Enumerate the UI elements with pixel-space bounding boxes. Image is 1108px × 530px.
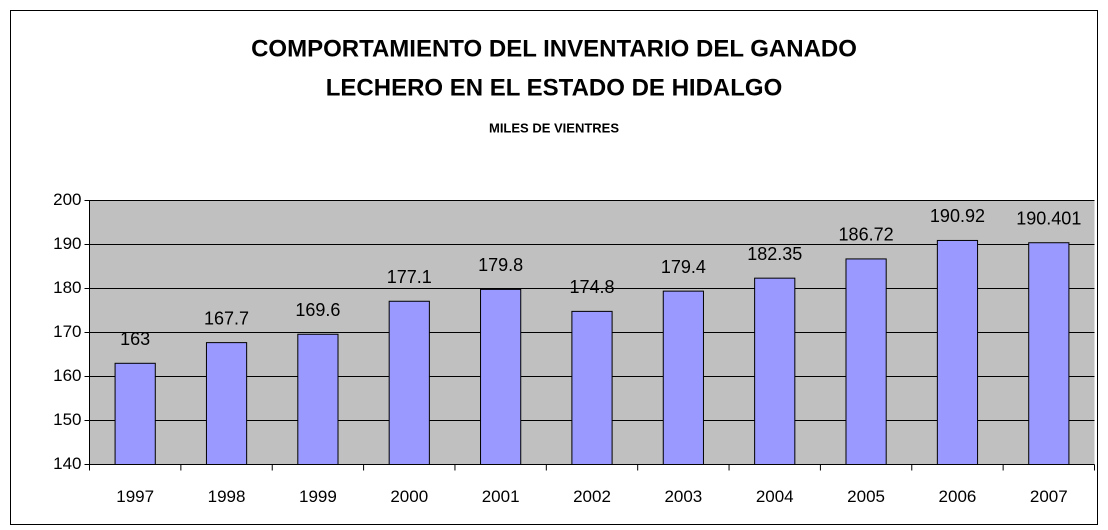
data-label: 163	[120, 329, 150, 349]
bar	[936, 239, 979, 465]
x-tick-label: 2003	[664, 487, 702, 506]
y-tick-label: 170	[53, 322, 81, 341]
data-label: 169.6	[295, 300, 340, 320]
bar	[845, 258, 887, 465]
bar	[571, 310, 613, 465]
x-tick-label: 2006	[939, 487, 977, 506]
y-tick-label: 150	[53, 410, 81, 429]
x-tick-label: 2004	[756, 487, 794, 506]
bar	[662, 290, 704, 466]
bar	[754, 277, 796, 465]
chart-subtitle: MILES DE VIENTRES	[489, 120, 619, 135]
y-tick-label: 200	[53, 190, 81, 209]
chart-title: LECHERO EN EL ESTADO DE HIDALGO	[326, 74, 782, 101]
y-tick-label: 190	[53, 234, 81, 253]
data-label: 182.35	[747, 244, 802, 264]
bar	[114, 362, 156, 465]
bar	[480, 288, 522, 465]
data-label: 167.7	[204, 308, 249, 328]
y-tick-label: 140	[53, 454, 81, 473]
data-label: 186.72	[839, 225, 894, 245]
bar	[205, 342, 248, 465]
x-tick-label: 1999	[299, 487, 337, 506]
x-tick-label: 2000	[390, 487, 428, 506]
data-label: 177.1	[387, 267, 432, 287]
y-tick-label: 160	[53, 366, 81, 385]
data-label: 179.8	[478, 255, 523, 275]
chart-title: COMPORTAMIENTO DEL INVENTARIO DEL GANADO	[251, 35, 857, 62]
x-tick-label: 2005	[847, 487, 885, 506]
x-tick-label: 1997	[116, 487, 154, 506]
bar	[297, 333, 339, 466]
y-tick-label: 180	[53, 278, 81, 297]
bar	[1028, 242, 1070, 465]
bar	[388, 300, 430, 466]
x-tick-label: 2001	[482, 487, 520, 506]
x-tick-label: 2007	[1030, 487, 1068, 506]
data-label: 174.8	[569, 277, 614, 297]
x-tick-label: 2002	[573, 487, 611, 506]
data-label: 190.92	[930, 206, 985, 226]
data-label: 190.401	[1016, 208, 1081, 228]
data-label: 179.4	[661, 257, 706, 277]
x-tick-label: 1998	[208, 487, 246, 506]
